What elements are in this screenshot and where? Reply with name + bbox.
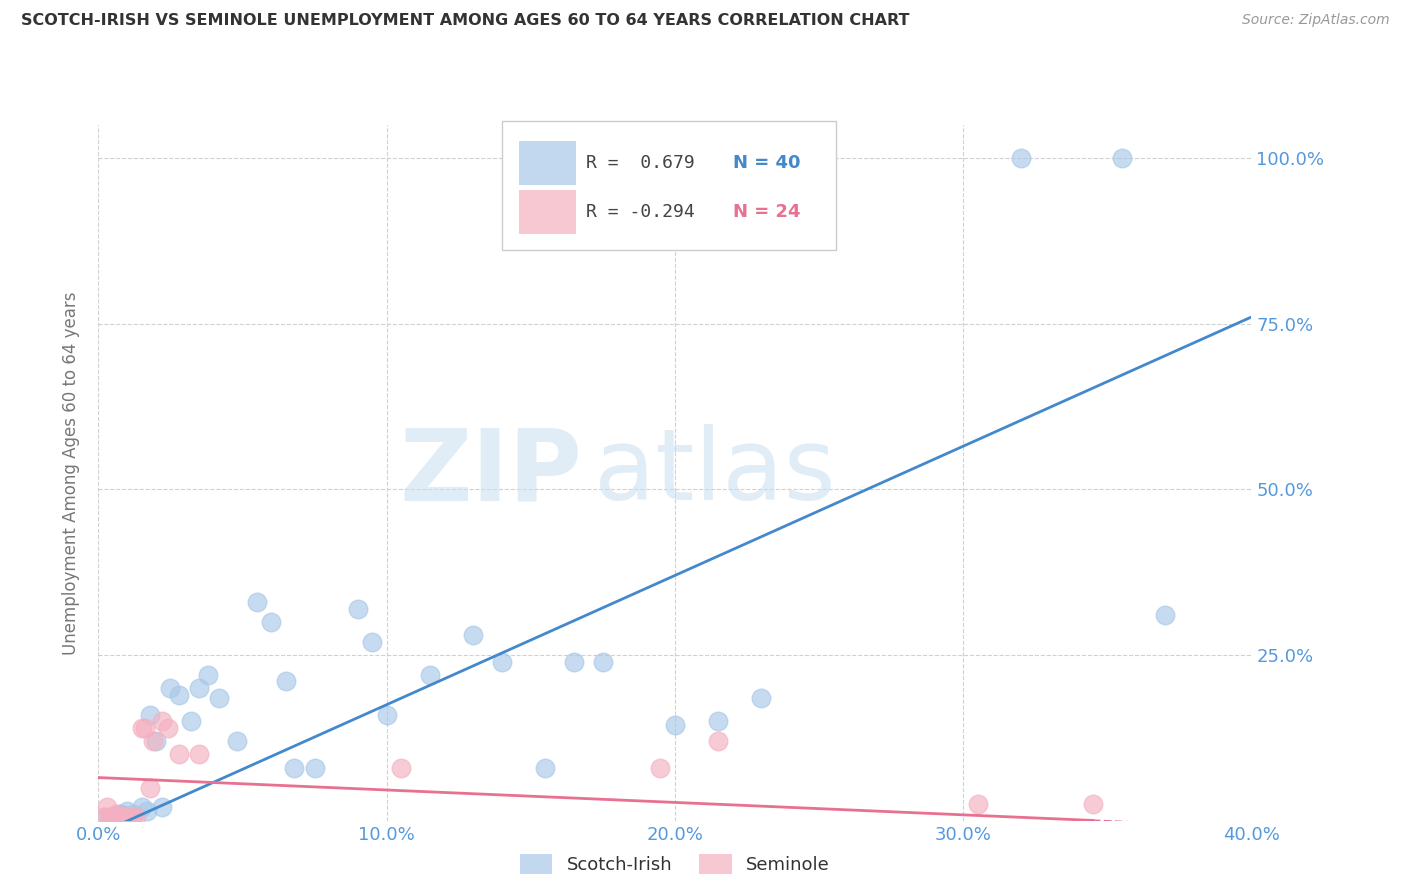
Point	[375, 707, 398, 722]
Point	[461, 628, 484, 642]
Point	[98, 810, 121, 824]
Point	[98, 810, 121, 824]
Point	[117, 810, 139, 824]
Point	[225, 734, 247, 748]
Point	[1111, 151, 1133, 165]
Point	[562, 655, 585, 669]
Text: R =  0.679: R = 0.679	[586, 154, 695, 172]
Point	[110, 807, 132, 822]
Point	[131, 721, 153, 735]
Text: N = 24: N = 24	[733, 202, 800, 221]
Point	[107, 807, 129, 822]
FancyBboxPatch shape	[519, 190, 575, 234]
Point	[389, 761, 412, 775]
Point	[101, 810, 124, 824]
Point	[419, 668, 441, 682]
Point	[117, 804, 139, 818]
Point	[1010, 151, 1032, 165]
Point	[650, 761, 672, 775]
Point	[1081, 797, 1104, 811]
Legend: Scotch-Irish, Seminole: Scotch-Irish, Seminole	[512, 847, 838, 881]
Point	[751, 691, 773, 706]
Point	[304, 761, 326, 775]
Point	[156, 721, 179, 735]
Point	[145, 734, 167, 748]
Point	[139, 707, 162, 722]
Point	[96, 800, 118, 814]
FancyBboxPatch shape	[502, 121, 837, 250]
Point	[139, 780, 162, 795]
Point	[167, 747, 190, 762]
FancyBboxPatch shape	[519, 141, 575, 186]
Point	[112, 810, 135, 824]
Point	[93, 810, 115, 824]
Text: Source: ZipAtlas.com: Source: ZipAtlas.com	[1241, 13, 1389, 28]
Point	[707, 734, 730, 748]
Point	[188, 681, 211, 695]
Text: R = -0.294: R = -0.294	[586, 202, 695, 221]
Point	[707, 714, 730, 729]
Point	[117, 810, 139, 824]
Point	[664, 717, 686, 731]
Point	[150, 800, 173, 814]
Point	[283, 761, 305, 775]
Point	[180, 714, 202, 729]
Point	[93, 810, 115, 824]
Point	[134, 721, 156, 735]
Point	[246, 595, 269, 609]
Point	[110, 810, 132, 824]
Text: ZIP: ZIP	[399, 425, 582, 521]
Point	[122, 810, 145, 824]
Point	[142, 734, 165, 748]
Point	[150, 714, 173, 729]
Point	[260, 615, 283, 629]
Point	[188, 747, 211, 762]
Point	[104, 807, 127, 822]
Point	[592, 655, 614, 669]
Point	[122, 807, 145, 822]
Point	[159, 681, 181, 695]
Point	[534, 761, 557, 775]
Point	[274, 674, 297, 689]
Point	[197, 668, 219, 682]
Point	[107, 810, 129, 824]
Text: SCOTCH-IRISH VS SEMINOLE UNEMPLOYMENT AMONG AGES 60 TO 64 YEARS CORRELATION CHAR: SCOTCH-IRISH VS SEMINOLE UNEMPLOYMENT AM…	[21, 13, 910, 29]
Point	[167, 688, 190, 702]
Text: N = 40: N = 40	[733, 154, 800, 172]
Point	[208, 691, 231, 706]
Point	[966, 797, 988, 811]
Point	[131, 800, 153, 814]
Point	[104, 810, 127, 824]
Y-axis label: Unemployment Among Ages 60 to 64 years: Unemployment Among Ages 60 to 64 years	[62, 291, 80, 655]
Point	[346, 601, 368, 615]
Point	[361, 634, 384, 648]
Point	[136, 804, 159, 818]
Point	[491, 655, 513, 669]
Point	[1153, 608, 1175, 623]
Text: atlas: atlas	[595, 425, 835, 521]
Point	[125, 810, 148, 824]
